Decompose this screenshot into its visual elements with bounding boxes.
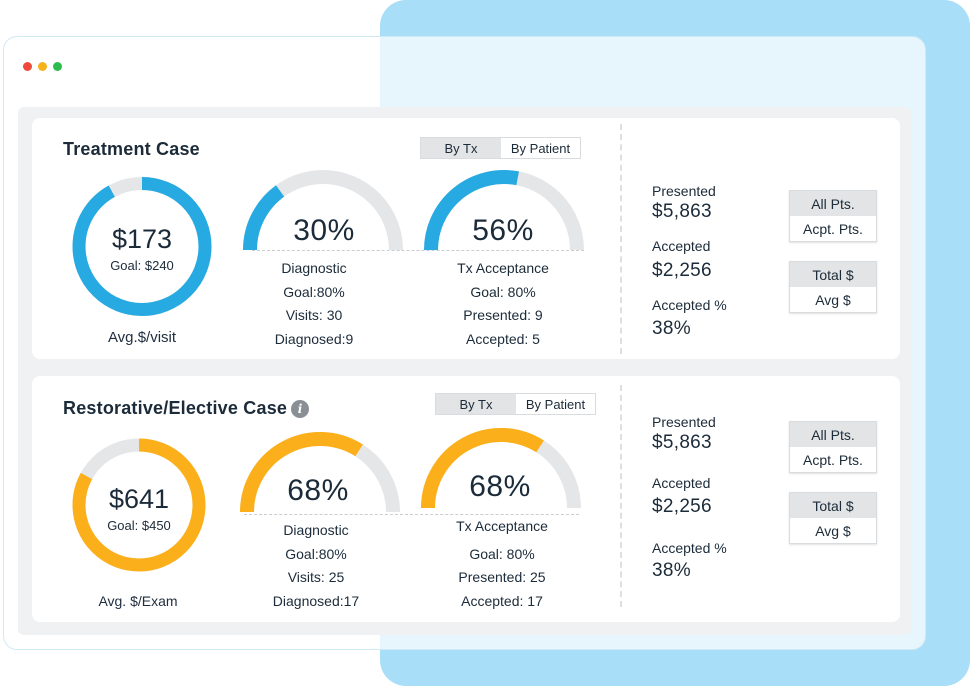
restorative-tx-acceptance-percent: 68% [469, 470, 531, 503]
section-divider [620, 385, 622, 607]
diagnostic-diagnosed: Diagnosed:17 [272, 592, 360, 609]
treatment-accepted-pct-label: Accepted % [652, 297, 727, 313]
restorative-tx-acceptance-details: Tx Acceptance Goal: 80% Presented: 25 Ac… [427, 515, 577, 613]
tx-acceptance-accepted: Accepted: 5 [466, 330, 540, 347]
diagnostic-goal: Goal:80% [285, 545, 347, 562]
restorative-presented-label: Presented [652, 414, 716, 430]
close-window-dot[interactable] [23, 62, 32, 71]
treatment-diagnostic-details: Diagnostic Goal:80% Visits: 30 Diagnosed… [244, 257, 384, 351]
by-patient-tab[interactable]: By Patient [525, 396, 586, 412]
treatment-avg-goal: Goal: $240 [110, 258, 174, 273]
gauge-progress-arc [240, 432, 363, 513]
restorative-case-title: Restorative/Elective Case i [63, 398, 310, 419]
diagnostic-name: Diagnostic [281, 260, 347, 276]
treatment-tx-acceptance-details: Tx Acceptance Goal: 80% Presented: 9 Acc… [428, 257, 578, 351]
treatment-avg-value: $173 [111, 224, 173, 254]
tx-acceptance-goal: Goal: 80% [469, 545, 535, 562]
section-divider [620, 124, 622, 354]
restorative-accepted-pct-label: Accepted % [652, 540, 727, 556]
diagnostic-diagnosed: Diagnosed:9 [274, 330, 354, 347]
gauge-progress-arc [243, 185, 285, 251]
by-tx-tab[interactable]: By Tx [421, 138, 501, 158]
tx-acceptance-name: Tx Acceptance [456, 518, 548, 534]
treatment-amount-filter: Total $ Avg $ [789, 261, 877, 313]
total-dollar-button[interactable]: Total $ [790, 493, 876, 518]
restorative-diagnostic-details: Diagnostic Goal:80% Visits: 25 Diagnosed… [246, 519, 386, 613]
treatment-patient-filter: All Pts. Acpt. Pts. [789, 190, 877, 242]
avg-dollar-button[interactable]: Avg $ [815, 291, 851, 308]
total-dollar-button[interactable]: Total $ [790, 262, 876, 287]
treatment-accepted-pct-value: 38% [652, 318, 691, 339]
treatment-diagnostic-gauge [243, 170, 403, 251]
treatment-accepted-label: Accepted [652, 238, 711, 254]
restorative-avg-exam-donut [72, 438, 206, 572]
restorative-amount-filter: Total $ Avg $ [789, 492, 877, 544]
gauge-baseline [252, 250, 584, 251]
restorative-patient-filter: All Pts. Acpt. Pts. [789, 421, 877, 473]
diagnostic-visits: Visits: 25 [287, 569, 345, 585]
restorative-tx-acceptance-gauge [421, 428, 581, 509]
restorative-accepted-pct-value: 38% [652, 560, 691, 581]
restorative-diagnostic-gauge [240, 432, 400, 513]
treatment-presented-label: Presented [652, 183, 716, 199]
gauge-baseline [244, 514, 579, 515]
restorative-diagnostic-percent: 68% [287, 474, 349, 507]
restorative-accepted-label: Accepted [652, 475, 711, 491]
all-pts-button[interactable]: All Pts. [790, 422, 876, 447]
treatment-diagnostic-percent: 30% [293, 214, 355, 247]
maximize-window-dot[interactable] [53, 62, 62, 71]
restorative-view-toggle: By Tx By Patient [435, 393, 596, 415]
all-pts-button[interactable]: All Pts. [790, 191, 876, 216]
treatment-tx-acceptance-gauge [424, 170, 584, 251]
tx-acceptance-accepted: Accepted: 17 [461, 592, 543, 609]
donut-progress-arc [72, 177, 212, 316]
treatment-accepted-value: $2,256 [652, 260, 712, 281]
treatment-presented-value: $5,863 [652, 201, 712, 222]
restorative-avg-caption: Avg. $/Exam [98, 593, 178, 609]
restorative-avg-value: $641 [108, 484, 170, 514]
restorative-presented-value: $5,863 [652, 432, 712, 453]
treatment-view-toggle: By Tx By Patient [420, 137, 581, 159]
treatment-case-title: Treatment Case [63, 139, 200, 159]
minimize-window-dot[interactable] [38, 62, 47, 71]
treatment-avg-visit-donut [72, 177, 212, 316]
diagnostic-goal: Goal:80% [283, 283, 345, 300]
info-icon[interactable]: i [291, 400, 310, 418]
acpt-pts-button[interactable]: Acpt. Pts. [803, 451, 863, 468]
acpt-pts-button[interactable]: Acpt. Pts. [803, 220, 863, 237]
tx-acceptance-goal: Goal: 80% [470, 283, 536, 300]
restorative-case-card [32, 376, 900, 622]
treatment-avg-caption: Avg.$/visit [107, 329, 177, 346]
treatment-tx-acceptance-percent: 56% [472, 214, 534, 247]
tx-acceptance-name: Tx Acceptance [457, 260, 549, 276]
restorative-title-text: Restorative/Elective Case [63, 398, 288, 418]
by-patient-tab[interactable]: By Patient [510, 140, 571, 156]
diagnostic-name: Diagnostic [283, 522, 349, 538]
tx-acceptance-presented: Presented: 25 [458, 569, 546, 585]
gauge-progress-arc [421, 428, 544, 509]
restorative-accepted-value: $2,256 [652, 496, 712, 517]
tx-acceptance-presented: Presented: 9 [463, 307, 543, 323]
avg-dollar-button[interactable]: Avg $ [815, 522, 851, 539]
gauge-progress-arc [424, 170, 519, 251]
restorative-avg-goal: Goal: $450 [107, 518, 171, 533]
diagnostic-visits: Visits: 30 [285, 307, 343, 323]
donut-progress-arc [72, 438, 206, 572]
by-tx-tab[interactable]: By Tx [436, 394, 516, 414]
